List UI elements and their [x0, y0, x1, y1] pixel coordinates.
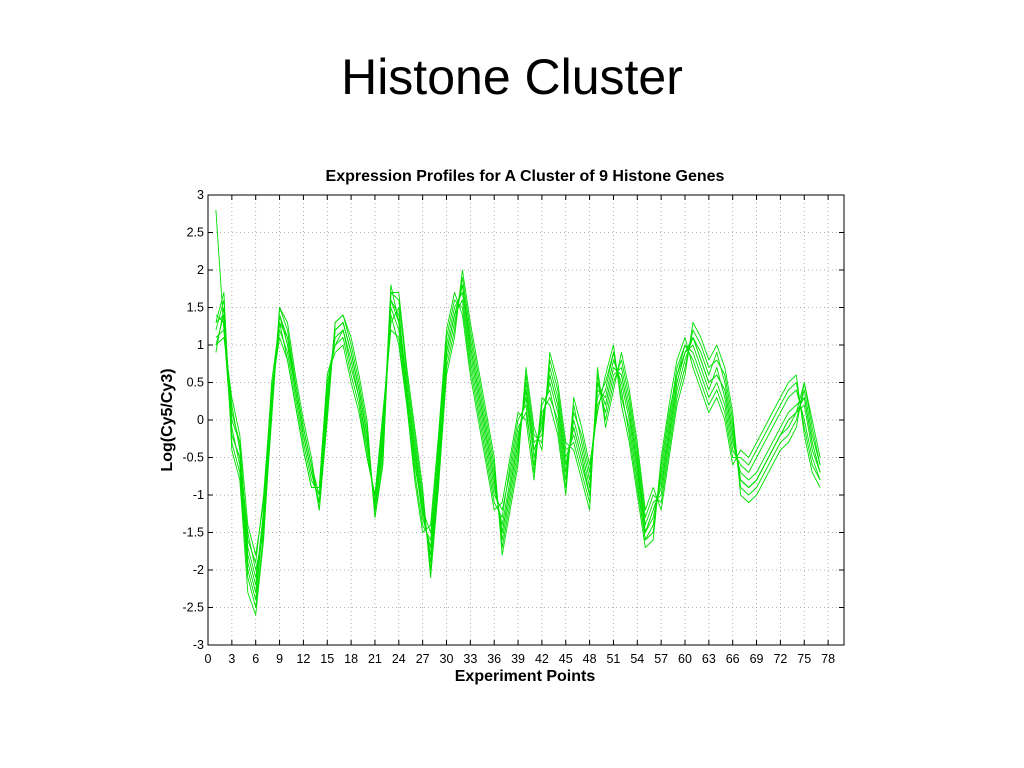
- y-tick-label: 0.5: [187, 376, 204, 390]
- x-tick-label: 75: [797, 652, 811, 666]
- series-line-8: [215, 292, 821, 556]
- x-tick-label: 39: [511, 652, 525, 666]
- x-tick-label: 15: [320, 652, 334, 666]
- x-tick-label: 69: [750, 652, 764, 666]
- x-tick-label: 3: [228, 652, 235, 666]
- x-tick-label: 21: [368, 652, 382, 666]
- x-tick-label: 9: [276, 652, 283, 666]
- x-tick-label: 57: [654, 652, 668, 666]
- x-tick-label: 18: [344, 652, 358, 666]
- x-tick-label: 60: [678, 652, 692, 666]
- series-line-9: [215, 284, 821, 593]
- x-tick-label: 33: [463, 652, 477, 666]
- x-tick-label: 6: [252, 652, 259, 666]
- y-tick-label: -0.5: [182, 451, 204, 465]
- x-tick-label: 66: [726, 652, 740, 666]
- y-tick-label: 2: [197, 263, 204, 277]
- x-axis: 0 3 6 9 12 15 18 21 24 27 30 33 36 39 42 45 48 51 54 57 60 63…: [205, 195, 835, 666]
- y-tick-label: 3: [197, 188, 204, 202]
- x-tick-label: 27: [416, 652, 430, 666]
- series-layer: [215, 209, 821, 616]
- y-tick-label: -1: [193, 488, 204, 502]
- chart-title: Expression Profiles for A Cluster of 9 H…: [326, 168, 725, 185]
- y-tick-label: 0: [197, 413, 204, 427]
- y-tick-label: -3: [193, 638, 204, 652]
- x-tick-label: 48: [583, 652, 597, 666]
- x-tick-label: 30: [440, 652, 454, 666]
- x-tick-label: 45: [559, 652, 573, 666]
- x-tick-label: 54: [630, 652, 644, 666]
- x-tick-label: 78: [821, 652, 835, 666]
- y-tick-label: 1.5: [187, 301, 204, 315]
- y-tick-label: -1.5: [182, 526, 204, 540]
- x-axis-label: Experiment Points: [455, 668, 596, 685]
- x-tick-label: 0: [205, 652, 212, 666]
- slide-title: Histone Cluster: [341, 49, 683, 105]
- series-line-6: [215, 299, 821, 578]
- x-tick-label: 51: [606, 652, 620, 666]
- y-tick-label: -2: [193, 563, 204, 577]
- x-tick-label: 72: [773, 652, 787, 666]
- y-tick-label: 2.5: [187, 226, 204, 240]
- y-axis-label: Log(Cy5/Cy3): [159, 368, 176, 471]
- x-tick-label: 63: [702, 652, 716, 666]
- x-tick-label: 24: [392, 652, 406, 666]
- y-tick-label: -2.5: [182, 601, 204, 615]
- y-axis: -3 -2.5 -2 -1.5 -1 -0.5 0 0.5 1 1.5 2 2.5 3: [182, 188, 844, 652]
- x-tick-label: 42: [535, 652, 549, 666]
- x-tick-label: 12: [296, 652, 310, 666]
- y-tick-label: 1: [197, 338, 204, 352]
- x-tick-label: 36: [487, 652, 501, 666]
